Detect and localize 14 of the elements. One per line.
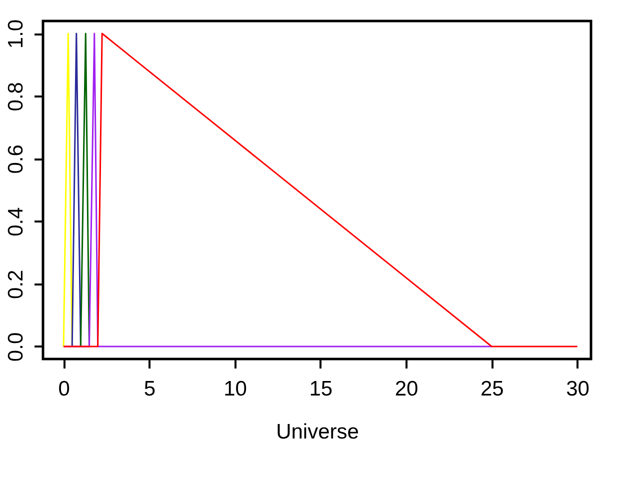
y-tick-label: 0.4 (4, 206, 28, 236)
y-tick-label: 0.6 (4, 144, 28, 174)
x-tick-label: 5 (144, 378, 156, 400)
x-tick-label: 30 (566, 378, 590, 400)
x-axis-title: Universe (276, 420, 359, 444)
x-tick-label: 10 (224, 378, 247, 400)
x-tick-label: 25 (480, 378, 504, 400)
x-tick-label: 20 (394, 378, 418, 400)
y-tick-label: 1.0 (4, 19, 28, 49)
x-tick-label: 0 (58, 378, 70, 400)
y-tick-label: 0.8 (4, 82, 28, 112)
y-tick-label: 0.2 (4, 270, 28, 299)
y-tick-label: 0.0 (4, 332, 28, 362)
x-tick-label: 15 (309, 378, 333, 400)
